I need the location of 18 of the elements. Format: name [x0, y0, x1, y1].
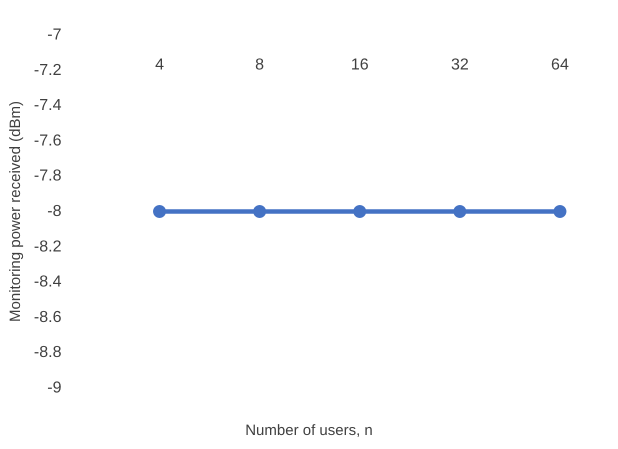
- y-tick-label: -7: [47, 26, 62, 44]
- x-tick-label: 32: [450, 56, 469, 74]
- y-axis-title: Monitoring power received (dBm): [7, 101, 24, 322]
- y-tick-label: -7.8: [34, 168, 62, 185]
- y-tick-label: -8.8: [34, 344, 62, 362]
- y-tick-label: -8.6: [34, 308, 62, 326]
- y-tick-label: -7.6: [34, 132, 62, 150]
- y-tick-label: -8.2: [34, 238, 62, 256]
- x-tick-label: 64: [551, 56, 569, 74]
- x-tick-label: 8: [255, 56, 264, 74]
- x-axis-title: Number of users, n: [245, 422, 373, 439]
- y-tick-label: -7.2: [34, 62, 62, 79]
- y-tick-label: -8.4: [34, 274, 62, 291]
- x-tick-label: 4: [155, 56, 164, 74]
- x-tick-label: 16: [350, 56, 369, 74]
- y-tick-label: -7.4: [34, 97, 62, 114]
- y-tick-label: -8: [47, 203, 62, 220]
- y-tick-label: -9: [47, 380, 62, 396]
